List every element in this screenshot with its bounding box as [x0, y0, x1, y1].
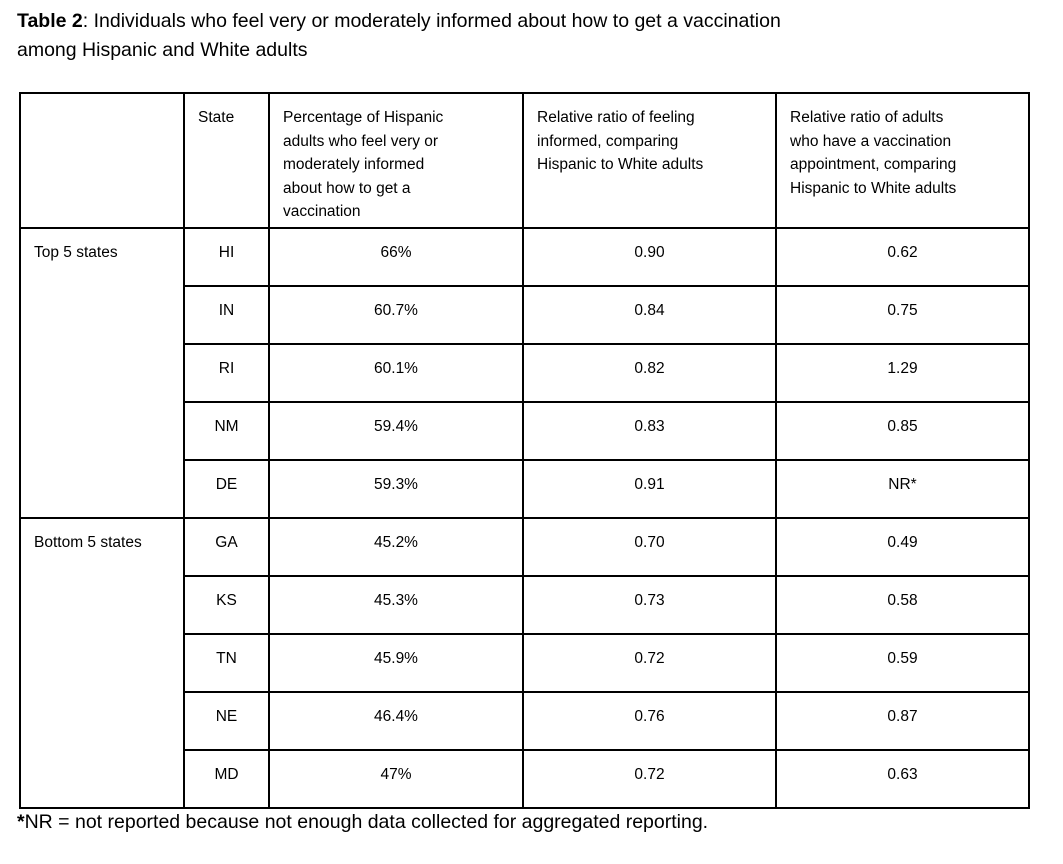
header-state: State [183, 92, 270, 229]
cell-ratio-informed: 0.76 [522, 691, 777, 751]
table-row: NE 46.4% 0.76 0.87 [20, 691, 1030, 751]
cell-ratio-appointment: 0.58 [775, 575, 1030, 635]
table-row: KS 45.3% 0.73 0.58 [20, 575, 1030, 635]
cell-ratio-informed: 0.72 [522, 749, 777, 809]
cell-ratio-informed: 0.73 [522, 575, 777, 635]
header-group-empty [19, 92, 185, 229]
table-row: Top 5 states HI 66% 0.90 0.62 [19, 227, 1030, 519]
cell-state: MD [183, 749, 270, 809]
cell-percentage: 45.9% [268, 633, 524, 693]
cell-state: RI [183, 343, 270, 403]
header-row: State Percentage of Hispanic adults who … [19, 92, 1030, 229]
cell-ratio-appointment: 0.75 [775, 285, 1030, 345]
cell-percentage: 60.1% [268, 343, 524, 403]
cell-percentage: 59.4% [268, 401, 524, 461]
cell-percentage: 60.7% [268, 285, 524, 345]
cell-state: HI [183, 227, 270, 287]
cell-percentage: 59.3% [268, 459, 524, 519]
cell-ratio-appointment: 1.29 [775, 343, 1030, 403]
cell-state: NM [183, 401, 270, 461]
table-caption-number: Table 2 [17, 10, 83, 32]
table-row: DE 59.3% 0.91 NR* [20, 459, 1030, 519]
table-row: NM 59.4% 0.83 0.85 [20, 401, 1030, 461]
cell-ratio-appointment: 0.63 [775, 749, 1030, 809]
cell-ratio-informed: 0.91 [522, 459, 777, 519]
cell-state: DE [183, 459, 270, 519]
table-row: TN 45.9% 0.72 0.59 [20, 633, 1030, 693]
table-caption-line2: among Hispanic and White adults [17, 38, 308, 61]
cell-ratio-informed: 0.82 [522, 343, 777, 403]
cell-ratio-appointment: 0.59 [775, 633, 1030, 693]
cell-ratio-appointment: 0.85 [775, 401, 1030, 461]
cell-percentage: 47% [268, 749, 524, 809]
cell-state: IN [183, 285, 270, 345]
footnote-asterisk: * [17, 811, 25, 833]
header-ratio-appointment: Relative ratio of adults who have a vacc… [775, 92, 1030, 229]
cell-ratio-appointment: 0.62 [775, 227, 1030, 287]
cell-percentage: 66% [268, 227, 524, 287]
cell-percentage: 45.2% [268, 517, 524, 577]
cell-state: KS [183, 575, 270, 635]
table-row: MD 47% 0.72 0.63 [20, 749, 1030, 809]
cell-ratio-appointment: NR* [775, 459, 1030, 519]
table-row: IN 60.7% 0.84 0.75 [20, 285, 1030, 345]
table-caption-line1: : Individuals who feel very or moderatel… [82, 10, 781, 32]
data-table: State Percentage of Hispanic adults who … [19, 92, 1030, 809]
cell-ratio-informed: 0.72 [522, 633, 777, 693]
table-caption: Table 2: Individuals who feel very or mo… [17, 7, 781, 64]
footnote-text: NR = not reported because not enough dat… [24, 811, 709, 833]
cell-ratio-appointment: 0.87 [775, 691, 1030, 751]
cell-state: NE [183, 691, 270, 751]
cell-ratio-informed: 0.83 [522, 401, 777, 461]
cell-ratio-informed: 0.90 [522, 227, 777, 287]
cell-ratio-appointment: 0.49 [775, 517, 1030, 577]
cell-state: TN [183, 633, 270, 693]
header-percentage-informed: Percentage of Hispanic adults who feel v… [268, 92, 524, 229]
cell-percentage: 45.3% [268, 575, 524, 635]
table-row: Bottom 5 states GA 45.2% 0.70 0.49 [19, 517, 1030, 809]
cell-ratio-informed: 0.84 [522, 285, 777, 345]
header-ratio-informed: Relative ratio of feeling informed, comp… [522, 92, 777, 229]
footnote: *NR = not reported because not enough da… [17, 809, 708, 835]
group-label-top5: Top 5 states [19, 227, 185, 519]
cell-state: GA [183, 517, 270, 577]
cell-percentage: 46.4% [268, 691, 524, 751]
table-row: RI 60.1% 0.82 1.29 [20, 343, 1030, 403]
cell-ratio-informed: 0.70 [522, 517, 777, 577]
group-label-bottom5: Bottom 5 states [19, 517, 185, 809]
